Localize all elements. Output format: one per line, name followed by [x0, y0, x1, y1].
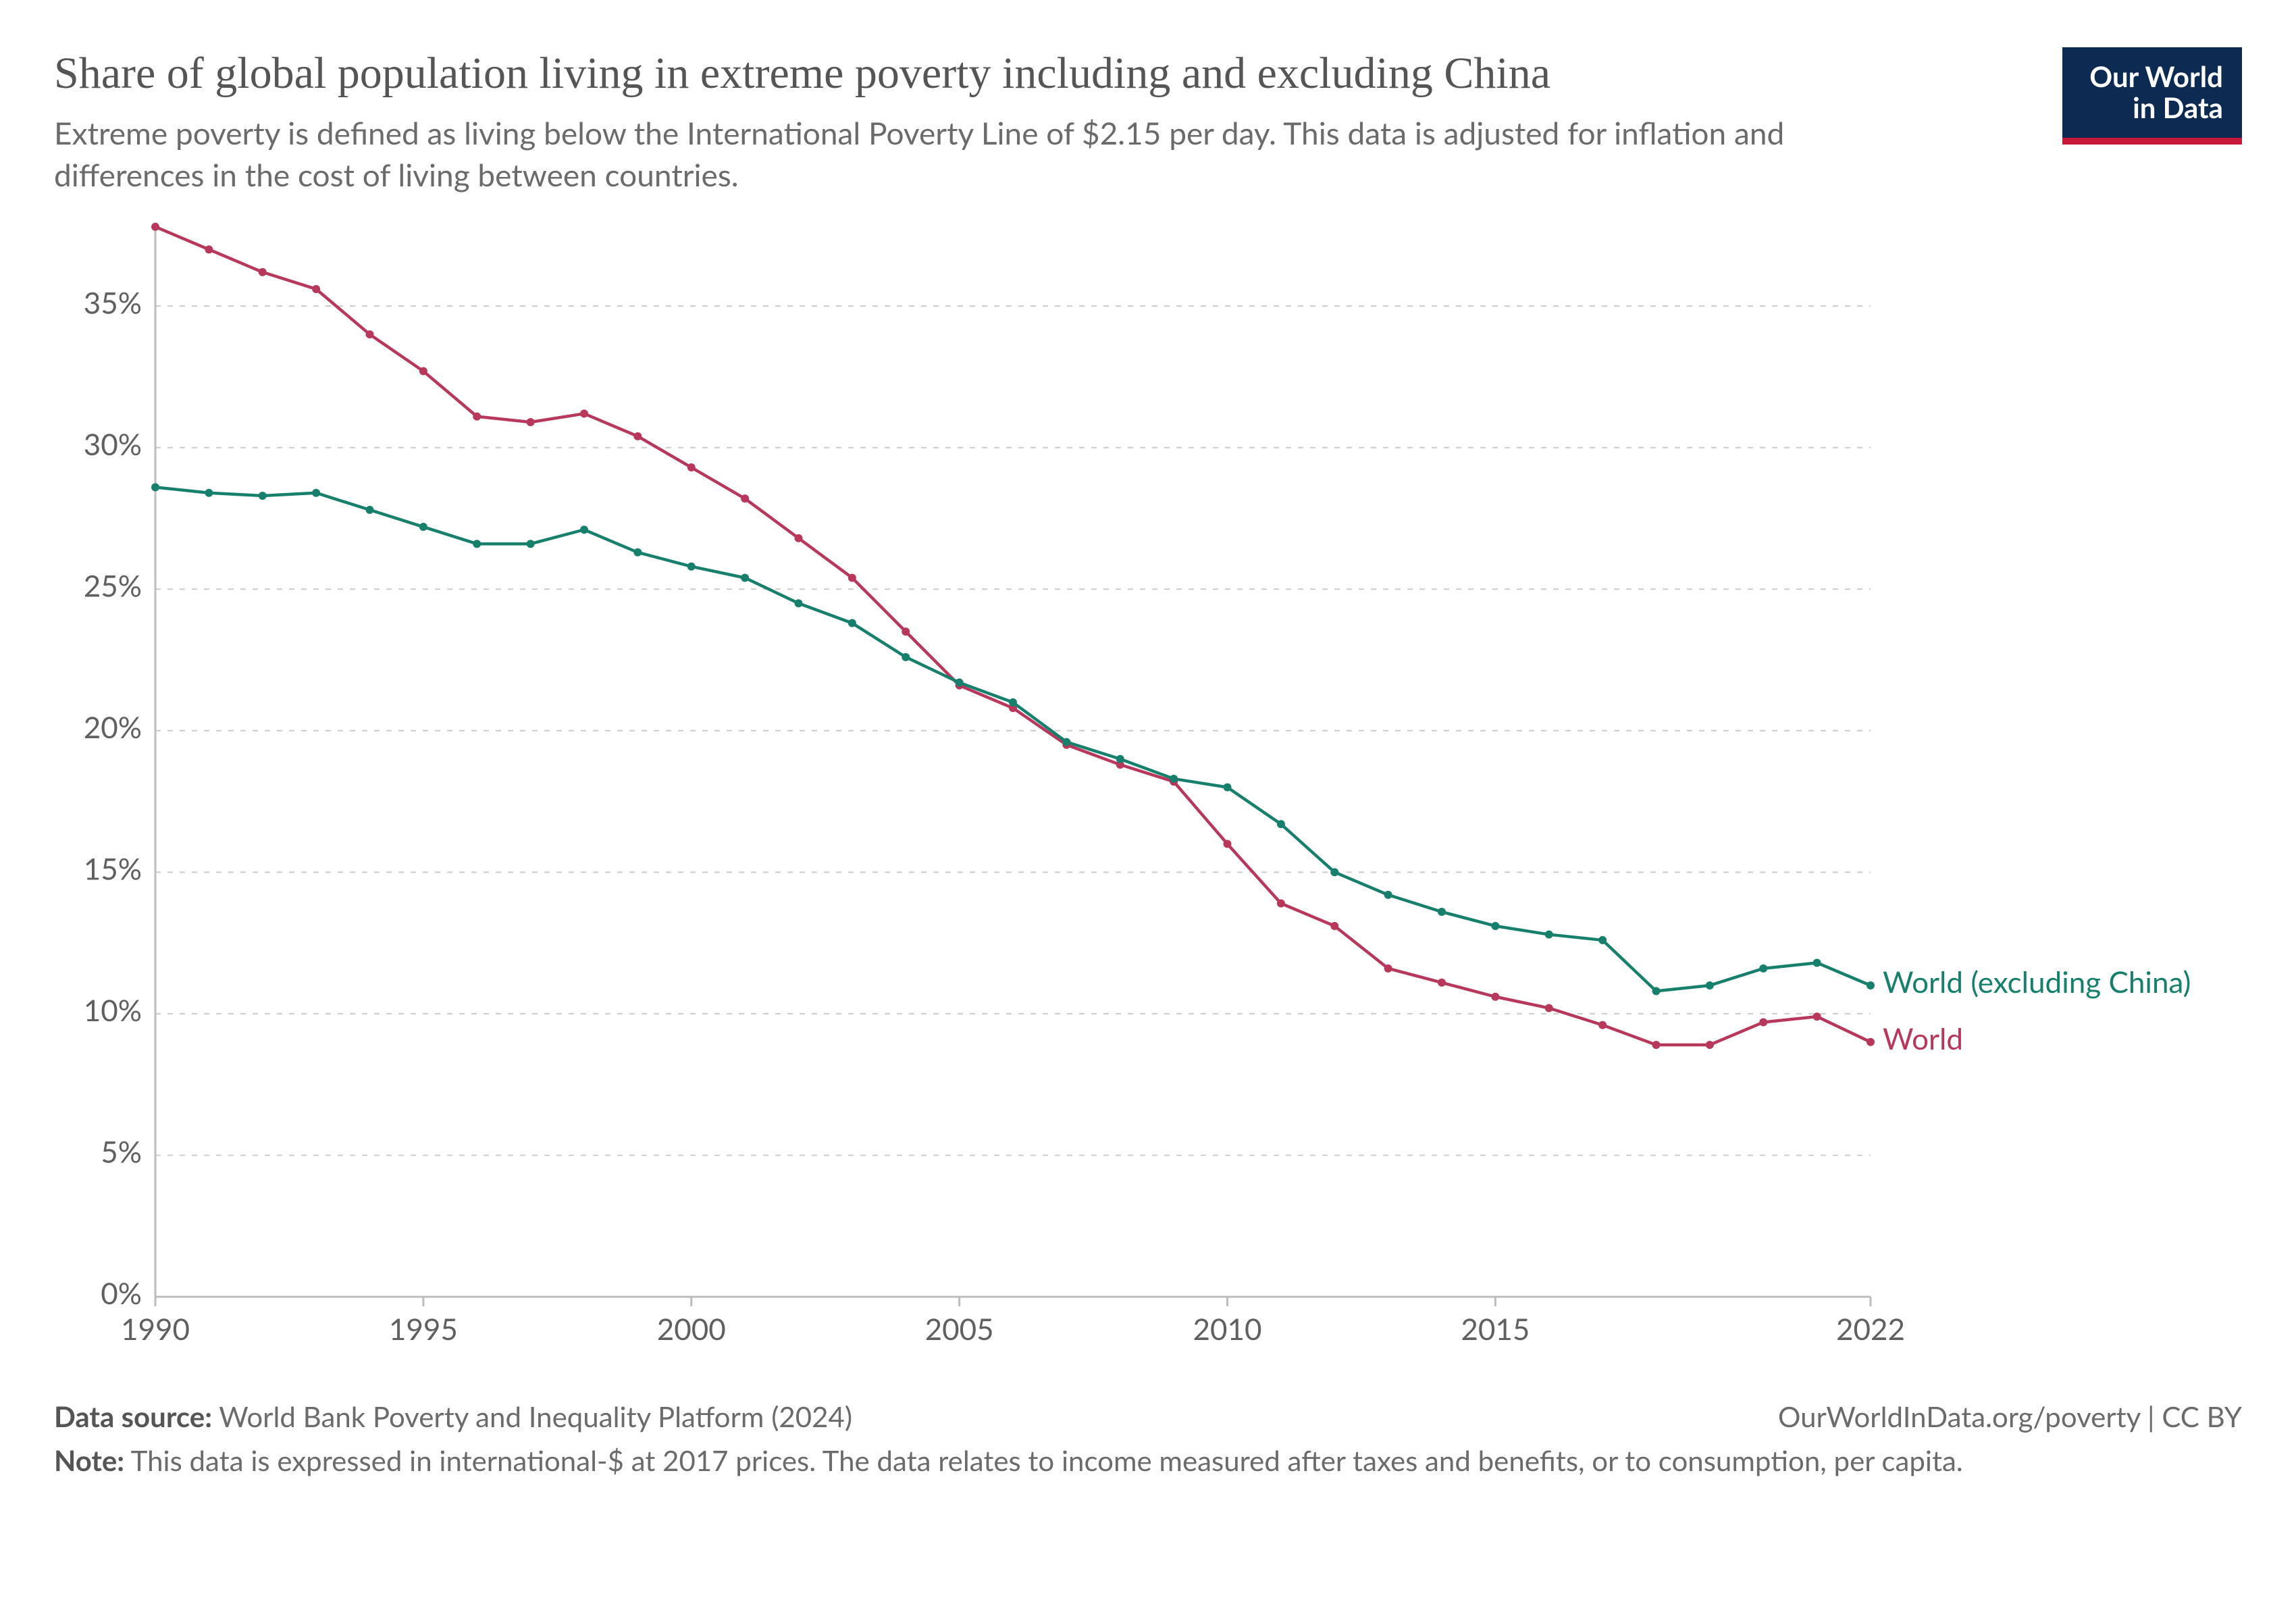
series-label-world_ex_china: World (excluding China)	[1883, 964, 2191, 1000]
x-tick-label: 2000	[657, 1312, 726, 1347]
series-marker-world	[902, 627, 910, 636]
series-marker-world_ex_china	[956, 679, 964, 687]
x-tick-label: 2010	[1193, 1312, 1261, 1347]
chart-title: Share of global population living in ext…	[54, 47, 1877, 100]
series-label-world: World	[1883, 1021, 1963, 1056]
series-marker-world_ex_china	[259, 492, 267, 500]
series-marker-world	[527, 418, 535, 426]
y-tick-label: 15%	[84, 852, 142, 887]
series-marker-world	[1759, 1019, 1767, 1027]
y-tick-label: 35%	[84, 285, 142, 320]
series-marker-world	[1545, 1004, 1553, 1012]
series-marker-world_ex_china	[1545, 931, 1553, 939]
series-marker-world	[580, 409, 588, 417]
series-line-world	[155, 227, 1871, 1045]
x-tick-label: 1995	[389, 1312, 458, 1347]
series-marker-world	[1652, 1041, 1661, 1049]
series-marker-world_ex_china	[1330, 868, 1338, 876]
series-marker-world	[259, 268, 267, 276]
series-marker-world	[1706, 1041, 1714, 1049]
series-marker-world_ex_china	[1170, 775, 1178, 783]
y-tick-label: 20%	[84, 710, 142, 745]
series-marker-world	[1384, 964, 1392, 973]
note-label: Note:	[54, 1443, 124, 1477]
y-tick-label: 25%	[84, 568, 142, 603]
series-marker-world_ex_china	[1062, 738, 1070, 746]
y-tick-label: 10%	[84, 993, 142, 1028]
series-marker-world_ex_china	[1706, 981, 1714, 989]
series-marker-world_ex_china	[419, 523, 427, 531]
attribution-text: OurWorldInData.org/poverty | CC BY	[1778, 1397, 2242, 1437]
series-marker-world_ex_china	[1598, 936, 1607, 944]
x-tick-label: 2015	[1461, 1312, 1530, 1347]
series-marker-world_ex_china	[366, 506, 374, 514]
series-marker-world	[205, 245, 213, 253]
line-chart: 0% 5% 10% 15% 20% 25% 30% 35% 1990 1995 2000 2005 20…	[54, 216, 2242, 1378]
series-marker-world	[1813, 1012, 1821, 1021]
series-marker-world	[312, 285, 320, 293]
y-tick-label: 5%	[101, 1135, 142, 1170]
series-marker-world	[795, 534, 803, 542]
series-marker-world_ex_china	[580, 525, 588, 534]
series-marker-world_ex_china	[205, 489, 213, 497]
series-marker-world	[1330, 922, 1338, 930]
note-text: This data is expressed in international-…	[131, 1443, 1963, 1477]
series-marker-world_ex_china	[633, 548, 642, 557]
series-marker-world	[366, 330, 374, 338]
series-marker-world_ex_china	[741, 574, 749, 582]
series-marker-world_ex_china	[1116, 755, 1124, 763]
series-marker-world_ex_china	[795, 599, 803, 607]
series-marker-world_ex_china	[902, 653, 910, 661]
series-marker-world_ex_china	[151, 483, 159, 491]
source-text: World Bank Poverty and Inequality Platfo…	[219, 1399, 852, 1433]
series-marker-world_ex_china	[1224, 783, 1232, 792]
owid-logo: Our World in Data	[2062, 47, 2242, 138]
series-marker-world	[848, 574, 856, 582]
series-marker-world_ex_china	[687, 563, 696, 571]
series-marker-world	[419, 367, 427, 376]
chart-subtitle: Extreme poverty is defined as living bel…	[54, 112, 1877, 196]
series-marker-world_ex_china	[1277, 820, 1285, 828]
y-tick-label: 0%	[101, 1276, 142, 1311]
series-marker-world_ex_china	[527, 540, 535, 548]
x-tick-label: 2022	[1836, 1312, 1905, 1347]
series-marker-world	[741, 494, 749, 503]
series-marker-world	[473, 413, 481, 421]
source-label: Data source:	[54, 1399, 212, 1433]
x-tick-label: 2005	[925, 1312, 994, 1347]
series-marker-world_ex_china	[1652, 987, 1661, 995]
series-marker-world_ex_china	[1491, 922, 1499, 930]
series-marker-world_ex_china	[1009, 698, 1017, 706]
series-marker-world_ex_china	[312, 489, 320, 497]
logo-line1: Our World	[2089, 61, 2223, 92]
series-marker-world	[1598, 1021, 1607, 1029]
series-marker-world	[1491, 993, 1499, 1001]
logo-line2: in Data	[2089, 92, 2223, 123]
series-marker-world	[1224, 840, 1232, 848]
series-marker-world	[687, 463, 696, 471]
series-marker-world_ex_china	[1438, 908, 1446, 916]
series-marker-world	[633, 432, 642, 440]
series-marker-world_ex_china	[1813, 959, 1821, 967]
series-marker-world_ex_china	[1867, 981, 1875, 989]
series-marker-world	[151, 223, 159, 231]
series-marker-world	[1438, 979, 1446, 987]
series-marker-world_ex_china	[1759, 964, 1767, 973]
series-line-world_ex_china	[155, 487, 1871, 991]
chart-footer: Data source: World Bank Poverty and Ineq…	[54, 1397, 2242, 1481]
series-marker-world_ex_china	[473, 540, 481, 548]
x-tick-label: 1990	[121, 1312, 190, 1347]
series-marker-world_ex_china	[848, 619, 856, 627]
series-marker-world	[1277, 900, 1285, 908]
series-marker-world	[1867, 1038, 1875, 1046]
y-tick-label: 30%	[84, 427, 142, 462]
series-marker-world_ex_china	[1384, 891, 1392, 899]
